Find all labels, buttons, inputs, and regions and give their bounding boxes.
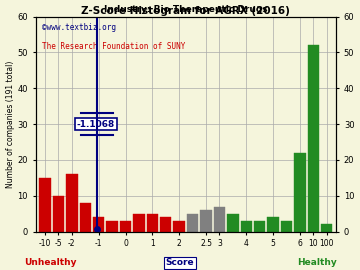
Text: -1.1068: -1.1068 <box>77 120 115 129</box>
Bar <box>267 217 279 232</box>
Text: Score: Score <box>166 258 194 267</box>
Bar <box>80 203 91 232</box>
Bar <box>227 214 239 232</box>
Bar <box>107 221 118 232</box>
Y-axis label: Number of companies (191 total): Number of companies (191 total) <box>5 60 14 188</box>
Text: Industry: Bio Therapeutic Drugs: Industry: Bio Therapeutic Drugs <box>104 5 268 15</box>
Bar <box>160 217 171 232</box>
Bar <box>281 221 292 232</box>
Text: The Research Foundation of SUNY: The Research Foundation of SUNY <box>42 42 185 51</box>
Text: Healthy: Healthy <box>297 258 337 267</box>
Bar <box>147 214 158 232</box>
Bar <box>53 196 64 232</box>
Bar <box>174 221 185 232</box>
Bar <box>93 217 104 232</box>
Bar <box>39 178 51 232</box>
Bar <box>200 210 212 232</box>
Title: Z-Score Histogram for AGRX (2016): Z-Score Histogram for AGRX (2016) <box>81 6 290 16</box>
Bar <box>133 214 145 232</box>
Bar <box>120 221 131 232</box>
Text: ©www.textbiz.org: ©www.textbiz.org <box>42 23 116 32</box>
Bar <box>254 221 265 232</box>
Bar <box>294 153 306 232</box>
Bar <box>321 224 333 232</box>
Bar <box>214 207 225 232</box>
Bar <box>66 174 77 232</box>
Bar <box>240 221 252 232</box>
Bar <box>308 45 319 232</box>
Text: Unhealthy: Unhealthy <box>24 258 77 267</box>
Bar <box>187 214 198 232</box>
